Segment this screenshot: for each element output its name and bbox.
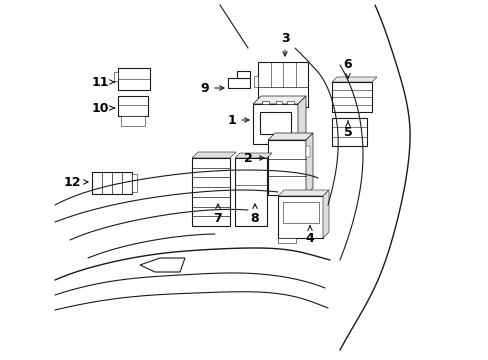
Bar: [118, 96, 148, 116]
Polygon shape: [278, 190, 328, 196]
Text: 11: 11: [91, 76, 114, 89]
Bar: [192, 158, 229, 226]
Text: 7: 7: [213, 204, 222, 225]
Bar: [252, 104, 297, 144]
Bar: [282, 202, 318, 223]
Polygon shape: [305, 133, 312, 195]
Bar: [305, 145, 309, 157]
Text: 9: 9: [200, 81, 224, 94]
Text: 12: 12: [63, 175, 88, 189]
Polygon shape: [235, 153, 271, 158]
Text: 6: 6: [343, 58, 351, 78]
Bar: [235, 158, 266, 226]
Polygon shape: [267, 133, 312, 140]
Bar: [92, 172, 132, 194]
Polygon shape: [140, 258, 184, 272]
Polygon shape: [323, 190, 328, 238]
Bar: [286, 101, 293, 104]
Bar: [132, 174, 137, 192]
Polygon shape: [252, 96, 305, 104]
Bar: [118, 68, 150, 90]
Bar: [278, 196, 323, 238]
Text: 4: 4: [305, 226, 314, 244]
Bar: [236, 71, 249, 78]
Text: 2: 2: [243, 152, 264, 165]
Bar: [258, 62, 307, 107]
Text: 1: 1: [227, 113, 248, 126]
Bar: [259, 112, 291, 134]
Bar: [121, 116, 145, 126]
Text: 10: 10: [91, 102, 114, 114]
Bar: [114, 72, 118, 81]
Text: 5: 5: [343, 121, 352, 139]
Polygon shape: [331, 77, 376, 82]
Bar: [331, 118, 366, 146]
Bar: [275, 101, 282, 104]
Text: 8: 8: [250, 204, 259, 225]
Polygon shape: [297, 96, 305, 144]
Polygon shape: [192, 152, 236, 158]
Bar: [262, 101, 268, 104]
Text: 3: 3: [280, 31, 289, 56]
Bar: [267, 140, 305, 195]
Bar: [331, 82, 371, 112]
Bar: [253, 76, 258, 87]
Bar: [278, 238, 295, 243]
Bar: [227, 78, 249, 88]
